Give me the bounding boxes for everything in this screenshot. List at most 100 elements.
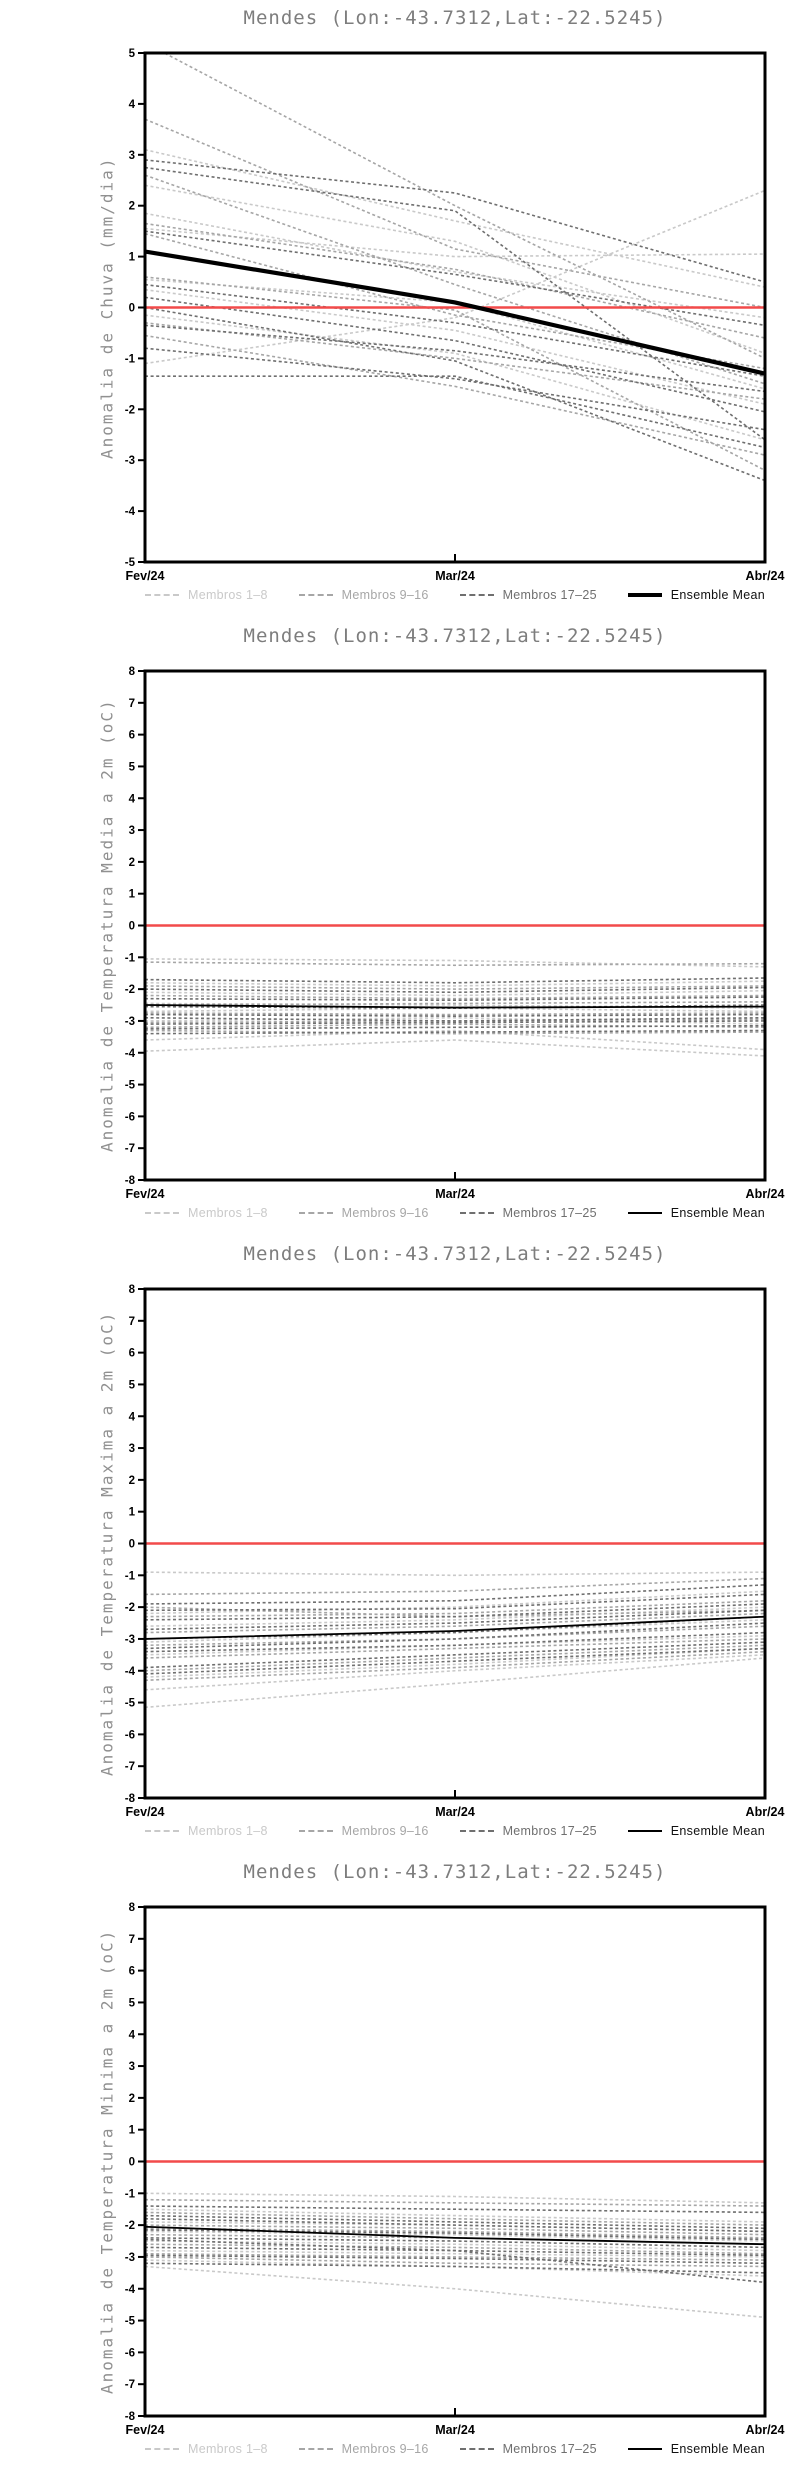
member-line xyxy=(145,2238,765,2284)
member-line xyxy=(145,118,765,309)
legend-label: Membros 9–16 xyxy=(341,588,429,602)
dashed-line-swatch xyxy=(145,1830,179,1832)
x-tick-label: Mar/24 xyxy=(435,1805,475,1819)
member-line xyxy=(145,1029,765,1035)
y-tick-label: 4 xyxy=(129,793,136,805)
y-tick-label: -3 xyxy=(125,455,135,467)
legend-item-members-17-25: Membros 17–25 xyxy=(459,2442,597,2456)
chart-panel-max-temperature: Mendes (Lon:-43.7312,Lat:-22.5245) Anoma… xyxy=(0,1236,800,1854)
y-tick-label: 7 xyxy=(129,698,135,710)
member-line xyxy=(145,1622,765,1650)
chart-legend: Membros 1–8 Membros 9–16 Membros 17–25 E… xyxy=(145,1821,765,1841)
legend-item-members-17-25: Membros 17–25 xyxy=(459,1824,597,1838)
y-tick-label: 7 xyxy=(129,1316,135,1328)
member-line xyxy=(145,2265,765,2319)
x-tick-label: Abr/24 xyxy=(746,2423,785,2437)
x-tick-label: Abr/24 xyxy=(746,1805,785,1819)
member-line xyxy=(145,1609,765,1631)
solid-line-swatch xyxy=(627,2448,662,2450)
x-tick-label: Mar/24 xyxy=(435,569,475,583)
member-line xyxy=(145,375,765,449)
member-line xyxy=(145,232,765,370)
member-line xyxy=(145,2224,765,2236)
member-line xyxy=(145,2208,765,2223)
chart-title: Mendes (Lon:-43.7312,Lat:-22.5245) xyxy=(243,1861,667,1883)
y-tick-label: -1 xyxy=(125,952,136,964)
member-line xyxy=(145,227,765,258)
member-line xyxy=(145,1013,765,1017)
y-tick-label: 4 xyxy=(129,99,136,111)
y-tick-label: 6 xyxy=(129,730,135,742)
legend-label: Membros 1–8 xyxy=(188,2442,268,2456)
legend-item-members-1-8: Membros 1–8 xyxy=(145,2442,268,2456)
y-tick-label: -1 xyxy=(125,2188,136,2200)
member-line xyxy=(145,1029,765,1035)
member-line xyxy=(145,184,765,355)
y-tick-label: 4 xyxy=(129,1411,136,1423)
member-line xyxy=(145,2227,765,2239)
y-tick-label: 5 xyxy=(129,48,136,60)
y-tick-label: -8 xyxy=(125,2411,136,2423)
legend-item-members-1-8: Membros 1–8 xyxy=(145,588,268,602)
chart-legend: Membros 1–8 Membros 9–16 Membros 17–25 E… xyxy=(145,585,765,605)
member-line xyxy=(145,1590,765,1615)
dashed-line-swatch xyxy=(145,594,179,596)
member-line xyxy=(145,1001,765,1006)
legend-label: Membros 17–25 xyxy=(502,588,597,602)
member-line xyxy=(145,276,765,472)
y-tick-label: -6 xyxy=(125,1729,135,1741)
member-line xyxy=(145,2214,765,2230)
member-line xyxy=(145,2205,765,2214)
y-tick-label: -2 xyxy=(125,404,135,416)
dashed-line-swatch xyxy=(459,1212,494,1214)
member-line xyxy=(145,1599,765,1618)
legend-item-members-17-25: Membros 17–25 xyxy=(459,588,597,602)
member-line xyxy=(145,1571,765,1577)
legend-label: Membros 1–8 xyxy=(188,1824,268,1838)
y-tick-label: -8 xyxy=(125,1793,136,1805)
y-tick-label: 8 xyxy=(129,1284,136,1296)
y-tick-label: -5 xyxy=(125,557,136,569)
chart-canvas: -8 -7 -6 -5 -4 -3 -2 -1 0 1 2 3 4 5 6 7 8 Fev/24 Mar/24 Abr… xyxy=(125,1902,785,2437)
y-tick-label: 2 xyxy=(129,2093,135,2105)
member-line xyxy=(145,334,765,456)
member-line xyxy=(145,2192,765,2204)
y-tick-label: 4 xyxy=(129,2029,136,2041)
member-line xyxy=(145,2243,765,2255)
y-tick-label: 3 xyxy=(129,1443,135,1455)
legend-item-members-9-16: Membros 9–16 xyxy=(298,2442,429,2456)
chart-canvas: -8 -7 -6 -5 -4 -3 -2 -1 0 1 2 3 4 5 6 7 8 Fev/24 Mar/24 Abr… xyxy=(125,666,785,1201)
legend-label: Ensemble Mean xyxy=(670,1206,765,1220)
y-tick-label: -4 xyxy=(125,2284,136,2296)
legend-label: Membros 17–25 xyxy=(502,1824,597,1838)
y-tick-label: 8 xyxy=(129,666,136,678)
member-line xyxy=(145,1631,765,1653)
y-tick-label: -2 xyxy=(125,1602,135,1614)
legend-item-ensemble-mean: Ensemble Mean xyxy=(627,1824,765,1838)
x-tick-label: Abr/24 xyxy=(746,1187,785,1201)
member-line xyxy=(145,1654,765,1691)
legend-item-ensemble-mean: Ensemble Mean xyxy=(627,588,765,602)
member-line xyxy=(145,189,765,365)
solid-line-swatch xyxy=(627,1830,662,1832)
member-line xyxy=(145,1029,765,1051)
member-line xyxy=(145,1020,765,1025)
member-line xyxy=(145,2230,765,2242)
legend-item-members-1-8: Membros 1–8 xyxy=(145,1824,268,1838)
y-tick-label: 1 xyxy=(129,2125,136,2137)
y-tick-label: -4 xyxy=(125,506,136,518)
member-line xyxy=(145,1638,765,1659)
member-line xyxy=(145,985,765,990)
member-line xyxy=(145,212,765,319)
member-line xyxy=(145,977,765,984)
ensemble-mean-line xyxy=(145,1615,765,1640)
dashed-line-swatch xyxy=(298,1830,333,1832)
y-tick-label: 6 xyxy=(129,1348,135,1360)
member-line xyxy=(145,1647,765,1678)
y-tick-label: 8 xyxy=(129,1902,136,1914)
legend-label: Membros 1–8 xyxy=(188,588,268,602)
member-line xyxy=(145,1024,765,1030)
y-tick-label: 5 xyxy=(129,761,136,773)
member-line xyxy=(145,1039,765,1057)
member-line xyxy=(145,2256,765,2268)
